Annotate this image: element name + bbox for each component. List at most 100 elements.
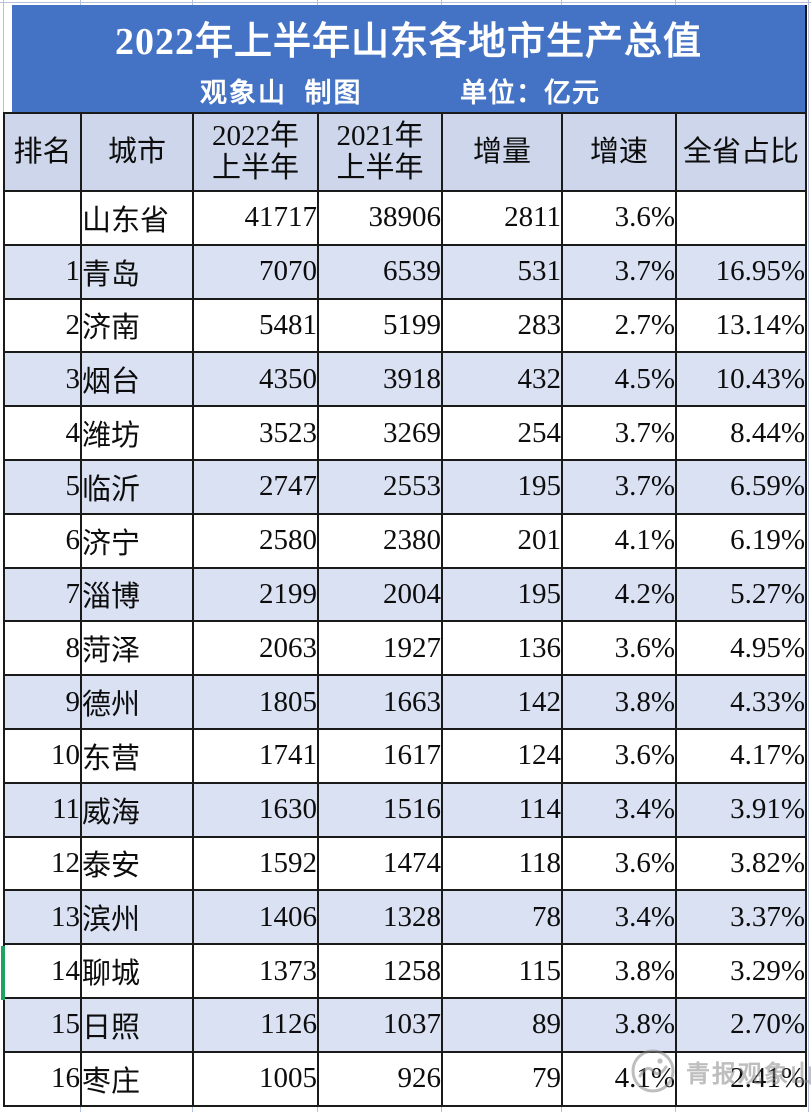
cell-v2022: 5481 [192,297,319,354]
cell-delta: 79 [441,1050,563,1107]
cell-v2021: 1663 [317,674,443,730]
cell-delta: 89 [441,996,563,1053]
cell-share: 3.91% [675,781,807,838]
cell-share: 3.29% [675,943,807,999]
table-row: 5 临沂 2747 2553 195 3.7% 6.59% [3,458,807,515]
cell-delta: 2811 [441,190,563,246]
gridline-tick [675,0,676,5]
gdp-table: 排名 城市 2022年 上半年 2021年 上半年 增量 增速 全省占比 山东省… [3,112,807,1107]
cell-rate: 2.7% [561,297,677,354]
col-header-rate: 增速 [561,112,677,192]
cell-v2021: 2553 [317,458,443,515]
cell-rate: 3.6% [561,835,677,892]
cell-city: 东营 [80,727,194,784]
cell-v2021: 1328 [317,889,443,946]
cell-rank: 5 [3,458,82,515]
cell-delta: 136 [441,620,563,677]
table-row: 1 青岛 7070 6539 531 3.7% 16.95% [3,243,807,300]
cell-rank: 7 [3,566,82,623]
cell-city: 青岛 [80,243,194,300]
cell-city: 德州 [80,674,194,730]
gridline-tick [192,1106,193,1112]
cell-delta: 124 [441,727,563,784]
cell-v2022: 3523 [192,405,319,461]
cell-v2021: 2004 [317,566,443,623]
cell-v2022: 1373 [192,943,319,999]
cell-delta: 195 [441,458,563,515]
gridline-tick [441,1106,442,1112]
table-row: 15 日照 1126 1037 89 3.8% 2.70% [3,996,807,1053]
cell-share: 16.95% [675,243,807,300]
gridline-tick [317,0,318,5]
spreadsheet-gridline-right [808,0,809,1112]
cell-rank: 12 [3,835,82,892]
cell-v2022: 1741 [192,727,319,784]
cell-share: 2.70% [675,996,807,1053]
cell-rank: 6 [3,512,82,569]
cell-rank: 4 [3,405,82,461]
cell-v2021: 1516 [317,781,443,838]
cell-v2022: 1005 [192,1050,319,1107]
cell-share: 6.19% [675,512,807,569]
credit-label: 观象山 制图 [200,78,363,108]
col-header-rank: 排名 [3,112,82,192]
cell-rank [3,190,82,246]
cell-delta: 118 [441,835,563,892]
cell-city: 日照 [80,996,194,1053]
cell-v2022: 41717 [192,190,319,246]
cell-rank: 16 [3,1050,82,1107]
cell-delta: 432 [441,351,563,408]
table-header-row: 排名 城市 2022年 上半年 2021年 上半年 增量 增速 全省占比 [3,112,807,192]
cell-v2022: 2199 [192,566,319,623]
cell-v2021: 6539 [317,243,443,300]
table-row: 16 枣庄 1005 926 79 4.1% 2.41% [3,1050,807,1107]
table-row: 4 潍坊 3523 3269 254 3.7% 8.44% [3,405,807,461]
cell-rate: 4.5% [561,351,677,408]
col-header-delta: 增量 [441,112,563,192]
spreadsheet-gridline-top [0,2,811,3]
cell-rank: 14 [3,943,82,999]
row-selection-marker [1,946,5,1000]
cell-v2021: 1927 [317,620,443,677]
col-header-2022: 2022年 上半年 [192,112,319,192]
cell-city: 淄博 [80,566,194,623]
cell-v2022: 2063 [192,620,319,677]
cell-v2022: 2580 [192,512,319,569]
cell-rate: 3.8% [561,996,677,1053]
cell-city: 威海 [80,781,194,838]
cell-delta: 254 [441,405,563,461]
cell-rank: 1 [3,243,82,300]
table-row: 12 泰安 1592 1474 118 3.6% 3.82% [3,835,807,892]
cell-v2022: 1126 [192,996,319,1053]
cell-rate: 4.1% [561,512,677,569]
cell-delta: 78 [441,889,563,946]
cell-city: 滨州 [80,889,194,946]
cell-delta: 283 [441,297,563,354]
cell-delta: 531 [441,243,563,300]
cell-city: 菏泽 [80,620,194,677]
cell-rate: 3.6% [561,620,677,677]
cell-v2021: 1617 [317,727,443,784]
cell-rate: 3.6% [561,727,677,784]
cell-share: 10.43% [675,351,807,408]
table-row: 10 东营 1741 1617 124 3.6% 4.17% [3,727,807,784]
table-row: 6 济宁 2580 2380 201 4.1% 6.19% [3,512,807,569]
cell-share: 3.37% [675,889,807,946]
cell-delta: 114 [441,781,563,838]
cell-v2022: 2747 [192,458,319,515]
cell-city: 济宁 [80,512,194,569]
cell-share: 8.44% [675,405,807,461]
cell-city: 山东省 [80,190,194,246]
title-banner: 2022年上半年山东各地市生产总值 观象山 制图 单位：亿元 [12,5,807,112]
cell-rank: 8 [3,620,82,677]
col-header-share: 全省占比 [675,112,807,192]
cell-v2021: 2380 [317,512,443,569]
table-row: 13 滨州 1406 1328 78 3.4% 3.37% [3,889,807,946]
cell-rate: 3.4% [561,781,677,838]
cell-delta: 115 [441,943,563,999]
cell-share: 2.41% [675,1050,807,1107]
cell-rate: 3.8% [561,943,677,999]
cell-v2021: 3269 [317,405,443,461]
cell-city: 枣庄 [80,1050,194,1107]
